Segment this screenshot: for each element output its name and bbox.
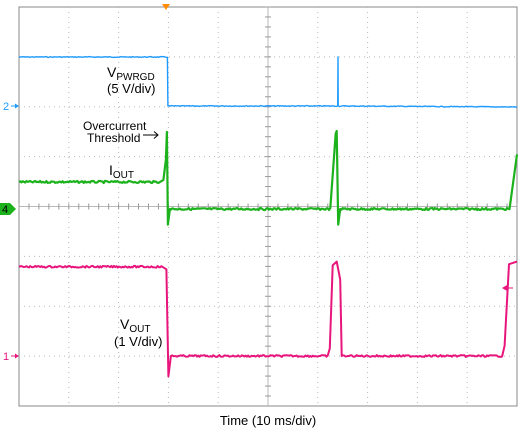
channel-2-marker-label: 2 <box>3 101 9 113</box>
vout-label-main: V <box>120 316 130 332</box>
iout-label-sub: OUT <box>113 170 134 181</box>
channel-4-marker-label: 4 <box>2 204 8 216</box>
overcurrent-label-line2: Threshold <box>87 131 140 145</box>
trigger-position-marker <box>162 4 170 10</box>
traces <box>18 55 519 378</box>
iout-label-main: I <box>109 162 113 178</box>
channel-4-marker <box>0 203 10 215</box>
x-axis-label: Time (10 ms/div) <box>220 413 316 428</box>
channel-1-marker-arrow <box>15 353 19 359</box>
vout-level-arrow <box>502 284 508 292</box>
vout-trace <box>18 260 518 378</box>
vpwrgd-label-main: V <box>107 64 117 80</box>
vout-label-sub: OUT <box>129 324 150 335</box>
channel-1-marker-label: 1 <box>3 351 9 363</box>
iout-trace <box>18 129 519 226</box>
vout-label: VOUT <box>120 316 150 335</box>
channel-4-marker-arrow <box>10 203 16 215</box>
vpwrgd-label-sub: PWRGD <box>116 72 154 83</box>
overcurrent-label-line1: Overcurrent <box>83 119 147 133</box>
vpwrgd-label: VPWRGD <box>107 64 155 83</box>
overcurrent-arrow <box>143 131 159 139</box>
vout-scale-label: (1 V/div) <box>114 334 162 349</box>
channel-markers: 2 4 1 <box>0 101 513 363</box>
iout-label: IOUT <box>109 162 134 181</box>
channel-2-marker-arrow <box>15 103 19 109</box>
vpwrgd-trace <box>19 55 518 108</box>
vpwrgd-scale-label: (5 V/div) <box>107 81 155 96</box>
